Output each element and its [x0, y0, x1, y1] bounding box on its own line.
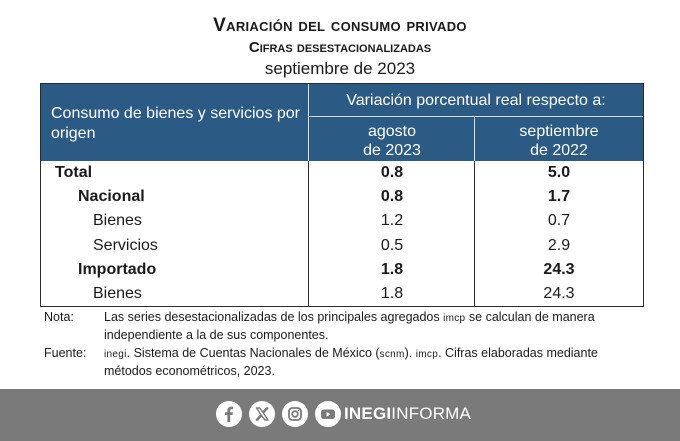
table-row-importado: Importado 1.8 24.3 — [41, 258, 643, 282]
data-table: Consumo de bienes y servicios por origen… — [40, 83, 644, 307]
note-label: Fuente: — [44, 346, 87, 360]
table-header: Consumo de bienes y servicios por origen… — [41, 84, 643, 161]
note-text-part: Las series desestacionalizadas de los pr… — [104, 310, 444, 324]
header-divider — [474, 116, 475, 161]
note-text-part: se calculan de manera independiente a la… — [104, 310, 595, 342]
row-value-septiembre: 24.3 — [543, 284, 575, 302]
header-divider — [308, 84, 309, 161]
row-value-septiembre: 1.7 — [547, 188, 571, 206]
table-row-total: Total 0.8 5.0 — [41, 161, 643, 185]
row-label: Total — [55, 164, 93, 181]
row-value-agosto: 0.8 — [380, 188, 404, 206]
table-row-nacional: Nacional 0.8 1.7 — [41, 185, 643, 209]
header-concept: Consumo de bienes y servicios por origen — [51, 105, 301, 142]
row-label: Bienes — [93, 212, 142, 230]
title-block: Variación del consumo privado Cifras des… — [0, 14, 680, 80]
row-value-septiembre: 5.0 — [547, 164, 571, 181]
row-label: Servicios — [93, 236, 158, 254]
column-divider — [474, 161, 475, 306]
row-label: Importado — [78, 260, 157, 278]
page-title: Variación del consumo privado — [213, 15, 467, 36]
page-subtitle: Cifras desestacionalizadas — [248, 39, 432, 56]
row-value-agosto: 0.5 — [380, 236, 404, 254]
table-row-importado-bienes: Bienes 1.8 24.3 — [41, 282, 643, 306]
abbr-imcp: imcp — [443, 313, 466, 324]
brand-inegi-informa: INEGIINFORMA — [344, 404, 471, 424]
note-text-part: . Sistema de Cuentas Nacionales de Méxic… — [126, 346, 380, 360]
row-value-agosto: 0.8 — [380, 164, 404, 181]
youtube-icon[interactable] — [315, 401, 341, 427]
row-value-agosto: 1.8 — [380, 260, 404, 278]
abbr-inegi: inegi — [104, 349, 127, 360]
note-nota: Nota: Las series desestacionalizadas de … — [40, 309, 644, 343]
table-row-nacional-bienes: Bienes 1.2 0.7 — [41, 209, 643, 233]
header-col-septiembre: septiembre de 2022 — [475, 122, 643, 160]
brand-bold: INEGI — [344, 404, 392, 423]
column-divider — [308, 161, 309, 306]
header-col-septiembre-line2: de 2022 — [530, 142, 588, 159]
notes: Nota: Las series desestacionalizadas de … — [40, 309, 644, 379]
row-value-agosto: 1.2 — [380, 212, 404, 230]
table-row-nacional-servicios: Servicios 0.5 2.9 — [41, 234, 643, 258]
note-fuente: Fuente: inegi. Sistema de Cuentas Nacion… — [40, 345, 644, 379]
table-body: Total 0.8 5.0 Nacional 0.8 1.7 Bienes 1.… — [41, 161, 643, 306]
instagram-icon[interactable] — [282, 401, 308, 427]
header-col-septiembre-line1: septiembre — [519, 123, 599, 140]
x-icon[interactable] — [249, 401, 275, 427]
note-label: Nota: — [44, 310, 74, 324]
period-label: septiembre de 2023 — [264, 59, 416, 78]
header-col-agosto: agosto de 2023 — [309, 122, 475, 160]
header-divider — [309, 116, 643, 117]
note-text: Las series desestacionalizadas de los pr… — [104, 309, 644, 343]
header-variation: Variación porcentual real respecto a: — [346, 92, 606, 109]
row-value-agosto: 1.8 — [380, 284, 404, 302]
row-label: Bienes — [93, 284, 142, 302]
abbr-imcp: imcp — [415, 349, 439, 360]
header-col-agosto-line2: de 2023 — [363, 142, 421, 159]
header-col-agosto-line1: agosto — [367, 123, 417, 140]
row-value-septiembre: 24.3 — [543, 260, 575, 278]
footer-bar: INEGIINFORMA — [0, 389, 680, 441]
note-text-part: ). — [404, 346, 416, 360]
note-text: inegi. Sistema de Cuentas Nacionales de … — [104, 345, 644, 379]
abbr-scnm: scnm — [379, 349, 405, 360]
row-value-septiembre: 0.7 — [547, 212, 571, 230]
facebook-icon[interactable] — [216, 401, 242, 427]
brand-light: INFORMA — [391, 404, 472, 423]
note-text-part: . Cifras elaboradas mediante métodos eco… — [104, 346, 598, 378]
row-label: Nacional — [78, 188, 145, 206]
row-value-septiembre: 2.9 — [547, 236, 571, 254]
